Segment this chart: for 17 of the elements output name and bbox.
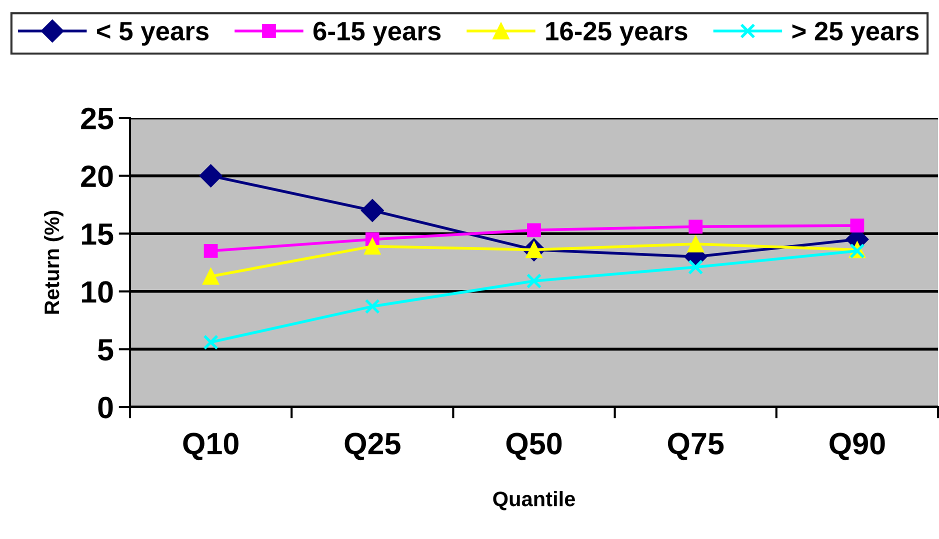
x-tick-label: Q10 — [183, 432, 238, 460]
legend-label: 16-25 years — [546, 22, 688, 46]
x-tick-label: Q75 — [668, 432, 724, 460]
y-tick-label: 25 — [81, 108, 114, 130]
x-axis-title: Quantile — [493, 491, 575, 510]
legend-label: > 25 years — [792, 22, 919, 46]
y-axis-title: Return (%) — [44, 210, 64, 314]
y-tick-label: 0 — [98, 396, 113, 418]
x-tick-label: Q90 — [830, 432, 885, 460]
y-tick-label: 15 — [82, 224, 114, 245]
y-tick-label: 10 — [82, 281, 113, 303]
y-tick-label: 5 — [98, 339, 114, 361]
x-tick-label: Q50 — [506, 432, 562, 460]
x-tick-label: Q25 — [344, 432, 400, 460]
y-tick-label: 20 — [81, 166, 113, 188]
legend-label: < 5 years — [96, 22, 209, 46]
legend-label: 6-15 years — [313, 22, 441, 46]
